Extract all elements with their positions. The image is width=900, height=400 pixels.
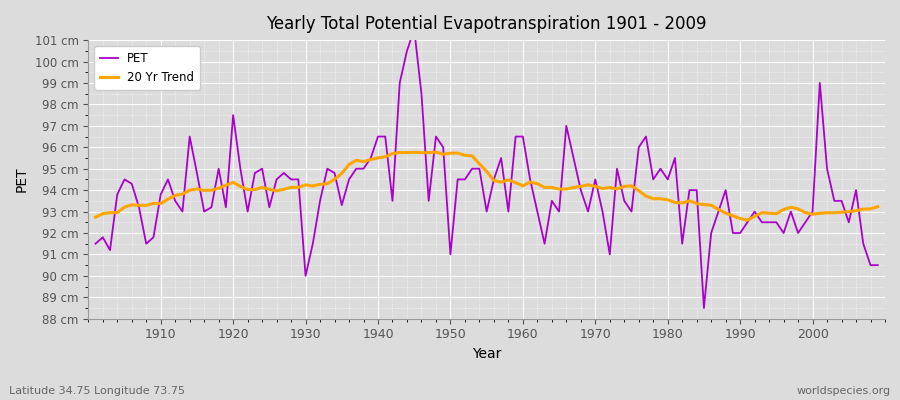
PET bbox=[148, 235, 159, 240]
Legend: PET, 20 Yr Trend: PET, 20 Yr Trend bbox=[94, 46, 200, 90]
PET bbox=[409, 27, 419, 32]
Text: worldspecies.org: worldspecies.org bbox=[796, 386, 891, 396]
Title: Yearly Total Potential Evapotranspiration 1901 - 2009: Yearly Total Potential Evapotranspiratio… bbox=[266, 15, 706, 33]
20 Yr Trend bbox=[430, 150, 441, 154]
20 Yr Trend bbox=[90, 215, 101, 220]
PET bbox=[308, 241, 319, 246]
PET bbox=[872, 263, 883, 268]
PET bbox=[525, 177, 535, 182]
Line: 20 Yr Trend: 20 Yr Trend bbox=[95, 152, 878, 220]
PET bbox=[698, 306, 709, 310]
PET bbox=[518, 134, 528, 139]
20 Yr Trend bbox=[612, 187, 623, 192]
Line: PET: PET bbox=[95, 29, 878, 308]
PET bbox=[90, 241, 101, 246]
20 Yr Trend bbox=[742, 218, 752, 222]
PET bbox=[351, 166, 362, 171]
X-axis label: Year: Year bbox=[472, 347, 501, 361]
20 Yr Trend bbox=[308, 184, 319, 188]
20 Yr Trend bbox=[525, 180, 535, 184]
Text: Latitude 34.75 Longitude 73.75: Latitude 34.75 Longitude 73.75 bbox=[9, 386, 185, 396]
20 Yr Trend bbox=[518, 184, 528, 188]
Y-axis label: PET: PET bbox=[15, 167, 29, 192]
PET bbox=[612, 166, 623, 171]
20 Yr Trend bbox=[148, 201, 159, 206]
20 Yr Trend bbox=[872, 204, 883, 209]
20 Yr Trend bbox=[351, 158, 362, 163]
